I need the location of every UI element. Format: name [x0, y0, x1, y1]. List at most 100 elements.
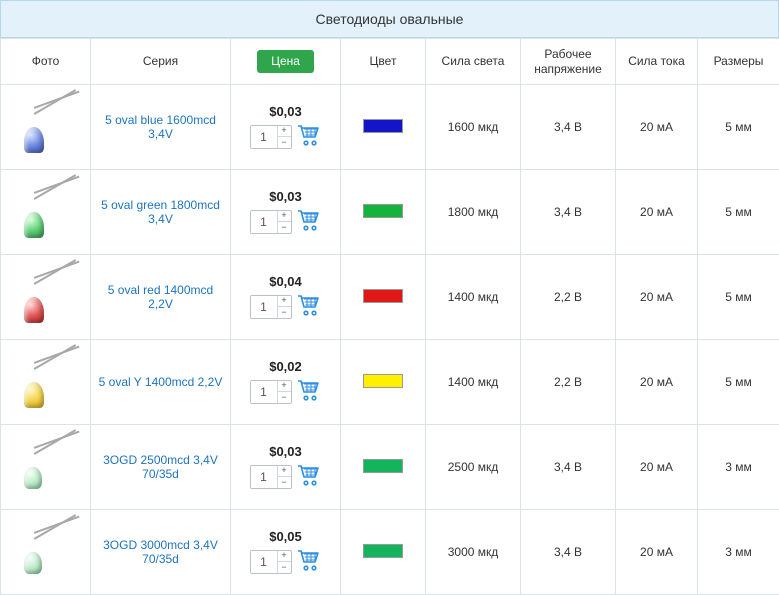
cart-icon[interactable] — [296, 123, 322, 150]
qty-increase-button[interactable]: + — [278, 126, 291, 138]
table-title: Светодиоды овальные — [0, 0, 779, 38]
series-link[interactable]: 5 oval green 1800mcd 3,4V — [101, 198, 220, 226]
qty-decrease-button[interactable]: − — [278, 392, 291, 403]
series-cell: 5 oval blue 1600mcd 3,4V — [91, 85, 231, 170]
qty-increase-button[interactable]: + — [278, 381, 291, 393]
quantity-input[interactable] — [251, 126, 277, 148]
quantity-stepper[interactable]: + − — [250, 295, 292, 319]
qty-decrease-button[interactable]: − — [278, 562, 291, 573]
voltage-cell: 3,4 В — [521, 425, 616, 510]
qty-decrease-button[interactable]: − — [278, 222, 291, 233]
led-photo[interactable] — [12, 518, 80, 586]
price-cell: $0,04 + − — [231, 255, 341, 340]
series-link[interactable]: 5 oval blue 1600mcd 3,4V — [105, 113, 216, 141]
led-photo[interactable] — [12, 263, 80, 331]
quantity-input[interactable] — [251, 466, 277, 488]
quantity-stepper[interactable]: + − — [250, 550, 292, 574]
col-current: Сила тока — [616, 39, 698, 85]
size-cell: 3 мм — [698, 425, 779, 510]
price-cell: $0,02 + − — [231, 340, 341, 425]
current-cell: 20 мА — [616, 340, 698, 425]
cart-icon[interactable] — [296, 378, 322, 405]
photo-cell — [1, 85, 91, 170]
luminosity-cell: 3000 мкд — [426, 510, 521, 595]
size-cell: 5 мм — [698, 85, 779, 170]
color-swatch — [363, 119, 403, 133]
color-swatch — [363, 289, 403, 303]
col-series: Серия — [91, 39, 231, 85]
price-header-badge: Цена — [257, 50, 314, 72]
photo-cell — [1, 340, 91, 425]
price-value: $0,04 — [235, 274, 336, 289]
qty-increase-button[interactable]: + — [278, 551, 291, 563]
series-cell: 5 oval green 1800mcd 3,4V — [91, 170, 231, 255]
price-value: $0,03 — [235, 444, 336, 459]
quantity-stepper[interactable]: + − — [250, 125, 292, 149]
table-row: 3OGD 2500mcd 3,4V 70/35d $0,03 + − 2500 … — [1, 425, 779, 510]
series-link[interactable]: 5 oval Y 1400mcd 2,2V — [99, 375, 223, 389]
col-photo: Фото — [1, 39, 91, 85]
price-value: $0,03 — [235, 104, 336, 119]
led-photo[interactable] — [12, 348, 80, 416]
col-color: Цвет — [341, 39, 426, 85]
led-photo[interactable] — [12, 93, 80, 161]
product-table: Фото Серия Цена Цвет Сила света Рабочее … — [0, 38, 779, 595]
color-swatch — [363, 374, 403, 388]
table-row: 5 oval Y 1400mcd 2,2V $0,02 + − 1400 мкд… — [1, 340, 779, 425]
size-cell: 3 мм — [698, 510, 779, 595]
luminosity-cell: 1800 мкд — [426, 170, 521, 255]
cart-icon[interactable] — [296, 293, 322, 320]
price-value: $0,02 — [235, 359, 336, 374]
table-row: 5 oval red 1400mcd 2,2V $0,04 + − 1400 м… — [1, 255, 779, 340]
voltage-cell: 3,4 В — [521, 510, 616, 595]
photo-cell — [1, 170, 91, 255]
quantity-input[interactable] — [251, 381, 277, 403]
series-link[interactable]: 5 oval red 1400mcd 2,2V — [108, 283, 213, 311]
photo-cell — [1, 510, 91, 595]
voltage-cell: 2,2 В — [521, 340, 616, 425]
led-photo[interactable] — [12, 178, 80, 246]
quantity-input[interactable] — [251, 296, 277, 318]
color-cell — [341, 255, 426, 340]
series-link[interactable]: 3OGD 2500mcd 3,4V 70/35d — [103, 453, 218, 481]
voltage-cell: 2,2 В — [521, 255, 616, 340]
qty-decrease-button[interactable]: − — [278, 307, 291, 318]
series-cell: 5 oval red 1400mcd 2,2V — [91, 255, 231, 340]
qty-increase-button[interactable]: + — [278, 466, 291, 478]
color-swatch — [363, 544, 403, 558]
header-row: Фото Серия Цена Цвет Сила света Рабочее … — [1, 39, 779, 85]
color-swatch — [363, 204, 403, 218]
current-cell: 20 мА — [616, 425, 698, 510]
color-cell — [341, 510, 426, 595]
current-cell: 20 мА — [616, 170, 698, 255]
cart-icon[interactable] — [296, 548, 322, 575]
quantity-stepper[interactable]: + − — [250, 210, 292, 234]
led-photo[interactable] — [12, 433, 80, 501]
series-cell: 3OGD 3000mcd 3,4V 70/35d — [91, 510, 231, 595]
col-voltage: Рабочее напряжение — [521, 39, 616, 85]
cart-icon[interactable] — [296, 463, 322, 490]
quantity-input[interactable] — [251, 551, 277, 573]
series-cell: 3OGD 2500mcd 3,4V 70/35d — [91, 425, 231, 510]
luminosity-cell: 2500 мкд — [426, 425, 521, 510]
color-swatch — [363, 459, 403, 473]
price-cell: $0,03 + − — [231, 425, 341, 510]
voltage-cell: 3,4 В — [521, 170, 616, 255]
series-link[interactable]: 3OGD 3000mcd 3,4V 70/35d — [103, 538, 218, 566]
quantity-stepper[interactable]: + − — [250, 465, 292, 489]
luminosity-cell: 1400 мкд — [426, 340, 521, 425]
col-luminosity: Сила света — [426, 39, 521, 85]
voltage-cell: 3,4 В — [521, 85, 616, 170]
qty-decrease-button[interactable]: − — [278, 137, 291, 148]
quantity-stepper[interactable]: + − — [250, 380, 292, 404]
price-cell: $0,03 + − — [231, 85, 341, 170]
current-cell: 20 мА — [616, 510, 698, 595]
color-cell — [341, 340, 426, 425]
qty-increase-button[interactable]: + — [278, 296, 291, 308]
quantity-input[interactable] — [251, 211, 277, 233]
col-price: Цена — [231, 39, 341, 85]
qty-decrease-button[interactable]: − — [278, 477, 291, 488]
cart-icon[interactable] — [296, 208, 322, 235]
photo-cell — [1, 255, 91, 340]
qty-increase-button[interactable]: + — [278, 211, 291, 223]
